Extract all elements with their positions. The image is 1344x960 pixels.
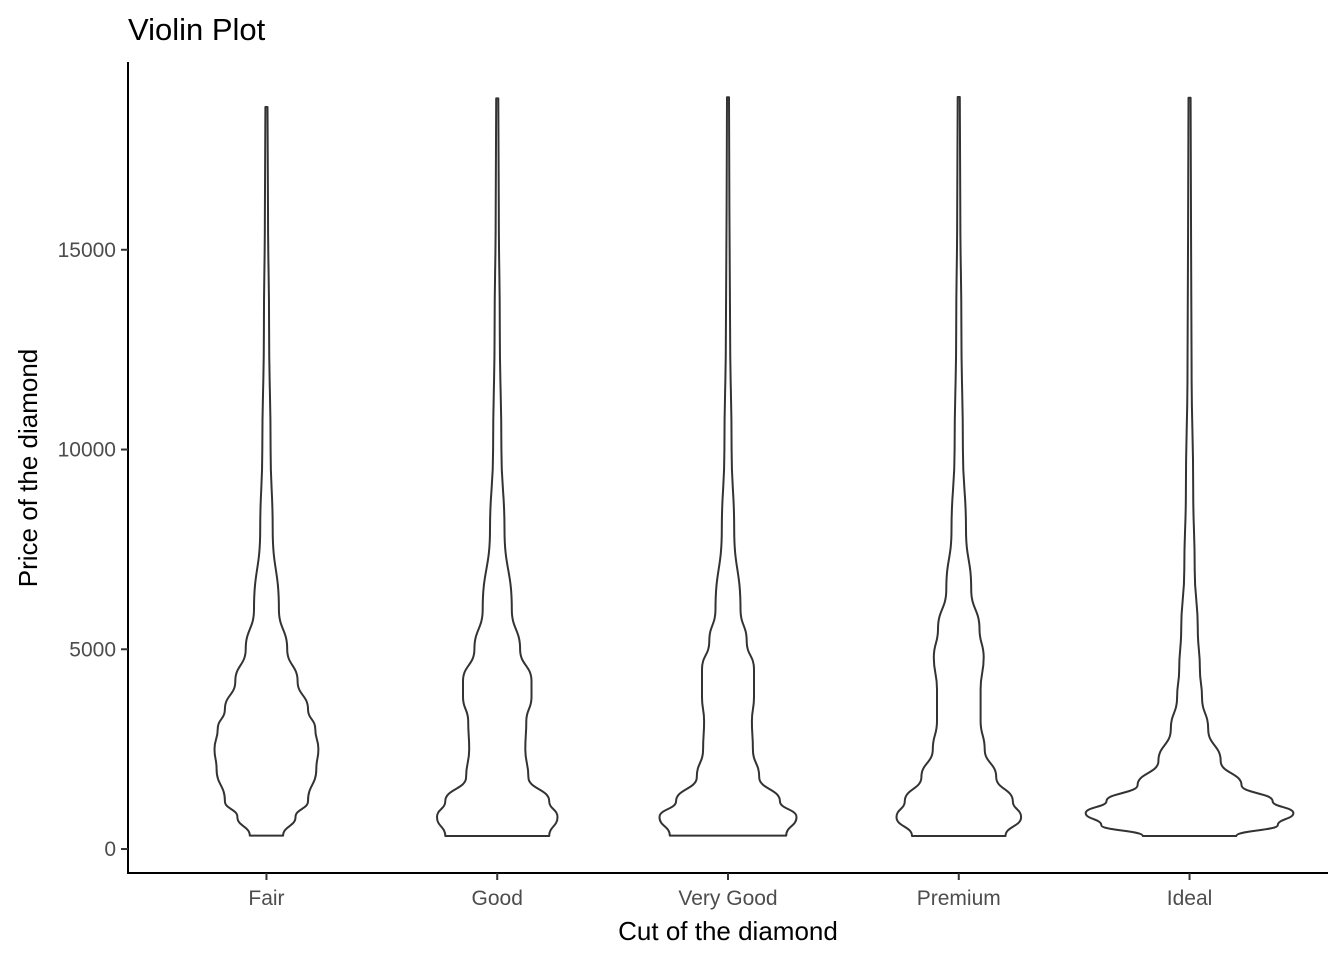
y-tick-label: 5000 [69, 638, 116, 661]
violin-good [436, 97, 559, 837]
x-tick-label-ideal: Ideal [1167, 887, 1213, 910]
violin-ideal [1084, 96, 1295, 837]
violin-group [213, 95, 1295, 837]
x-tick-label-very-good: Very Good [678, 887, 777, 910]
x-axis-title: Cut of the diamond [618, 916, 838, 946]
chart-title: Violin Plot [128, 12, 266, 47]
y-tick-label: 15000 [58, 239, 116, 262]
y-axis-title: Price of the diamond [13, 349, 43, 587]
x-axis-ticks: Fair Good Very Good Premium Ideal [248, 873, 1212, 910]
x-tick-label-good: Good [472, 887, 523, 910]
y-tick-label: 10000 [58, 439, 116, 462]
violin-very-good [658, 96, 798, 837]
y-axis-ticks: 0 5000 10000 15000 [58, 239, 128, 861]
y-tick-label: 0 [104, 838, 116, 861]
violin-fair [213, 106, 320, 837]
x-tick-label-premium: Premium [917, 887, 1001, 910]
x-tick-label-fair: Fair [248, 887, 284, 910]
violin-premium [895, 95, 1023, 837]
